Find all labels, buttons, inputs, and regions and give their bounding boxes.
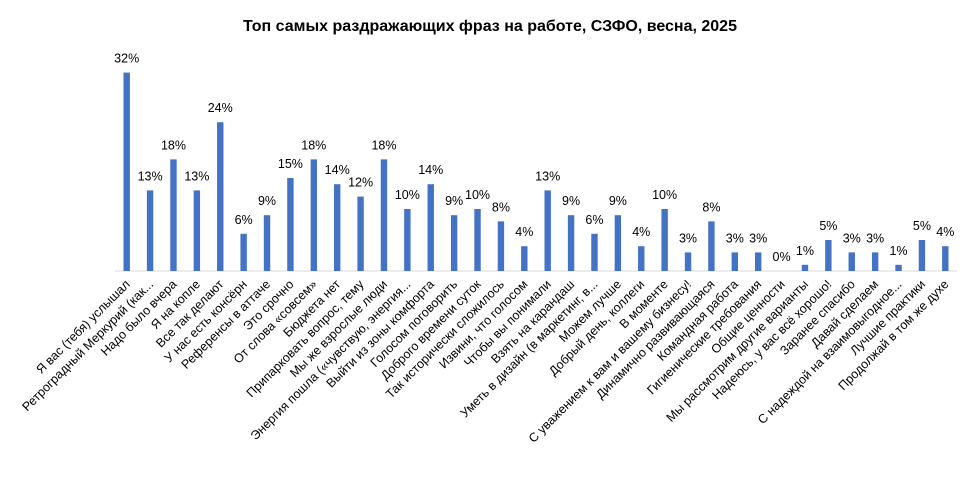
data-label: 9%	[609, 194, 627, 208]
bar	[544, 190, 551, 271]
data-label: 14%	[325, 163, 350, 177]
data-label: 3%	[726, 231, 744, 245]
bar	[731, 252, 739, 271]
bar	[638, 246, 645, 271]
bar	[684, 252, 692, 271]
bar	[661, 209, 668, 271]
data-label: 13%	[138, 169, 163, 183]
data-label: 6%	[585, 213, 603, 227]
x-tick-label: Я вас (тебя) услышал	[34, 277, 133, 376]
bar	[848, 252, 855, 271]
data-label: 0%	[773, 250, 791, 264]
bars-group	[123, 72, 949, 271]
bar	[380, 159, 388, 271]
bar	[895, 264, 902, 271]
x-tick-label: Ретроградный Меркурий (как...	[19, 277, 156, 414]
bar	[474, 209, 481, 271]
data-label: 4%	[936, 225, 954, 239]
data-labels-group: 32%13%18%13%24%6%9%15%18%14%12%18%10%14%…	[114, 52, 954, 264]
bar	[521, 246, 528, 271]
bar	[333, 184, 341, 271]
bar	[193, 190, 201, 271]
data-label: 18%	[371, 138, 396, 152]
data-label: 1%	[796, 244, 814, 258]
bar	[357, 196, 364, 271]
data-label: 9%	[562, 194, 580, 208]
bar	[450, 215, 458, 271]
data-label: 14%	[418, 163, 443, 177]
data-label: 3%	[749, 231, 767, 245]
bar	[871, 252, 879, 271]
data-label: 4%	[632, 225, 650, 239]
data-label: 8%	[702, 200, 720, 214]
data-label: 13%	[535, 169, 560, 183]
bar	[170, 159, 177, 271]
data-label: 6%	[235, 213, 253, 227]
bar	[825, 240, 832, 271]
bar	[123, 72, 130, 271]
bar	[217, 122, 224, 271]
data-label: 24%	[208, 101, 233, 115]
bar	[497, 221, 505, 271]
data-label: 3%	[843, 231, 861, 245]
data-label: 3%	[866, 231, 884, 245]
bar	[240, 233, 247, 271]
data-label: 10%	[652, 188, 677, 202]
bar	[146, 190, 154, 271]
bar	[614, 215, 622, 271]
bar	[263, 215, 271, 271]
data-label: 1%	[889, 244, 907, 258]
bar	[918, 240, 926, 271]
bar	[591, 233, 598, 271]
bar	[708, 221, 715, 271]
data-label: 32%	[114, 52, 139, 66]
data-label: 18%	[301, 138, 326, 152]
data-label: 12%	[348, 176, 373, 190]
bar	[942, 246, 949, 271]
data-label: 5%	[913, 219, 931, 233]
bar	[287, 178, 294, 271]
data-label: 18%	[161, 138, 186, 152]
bar	[404, 209, 411, 271]
data-label: 10%	[465, 188, 490, 202]
data-label: 9%	[258, 194, 276, 208]
data-label: 13%	[184, 169, 209, 183]
data-label: 9%	[445, 194, 463, 208]
data-label: 8%	[492, 200, 510, 214]
data-label: 5%	[819, 219, 837, 233]
chart-title: Топ самых раздражающих фраз на работе, С…	[243, 18, 737, 35]
bar	[754, 252, 762, 271]
data-label: 4%	[515, 225, 533, 239]
bar	[310, 159, 318, 271]
bar	[427, 184, 434, 271]
bar	[801, 264, 809, 271]
data-label: 15%	[278, 157, 303, 171]
bar	[567, 215, 575, 271]
data-label: 10%	[395, 188, 420, 202]
data-label: 3%	[679, 231, 697, 245]
